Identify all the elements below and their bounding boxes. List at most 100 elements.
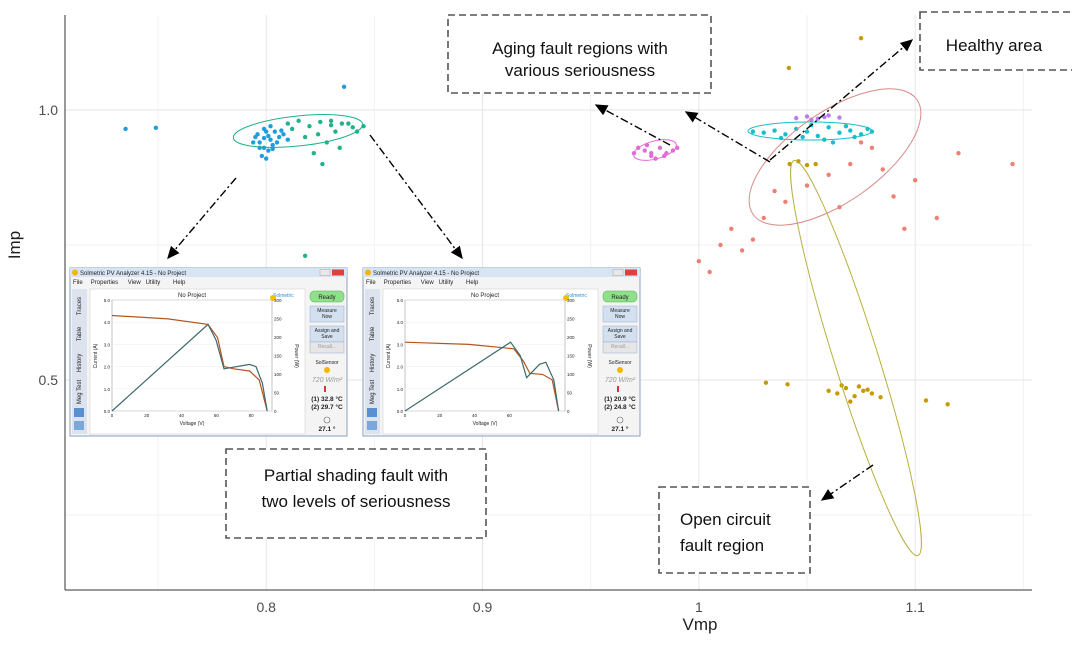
x-tick-label: 20 [437,413,443,418]
tab: Meg Test [77,380,83,405]
annotation: Healthy area [946,36,1043,55]
menu-item: Properties [91,280,118,286]
point [286,138,290,142]
point [762,216,766,220]
point [783,200,787,204]
tab: Table [370,326,376,341]
point [835,391,839,395]
chart: 0.80.911.10.51.0 Aging fault regions wit… [0,0,1072,642]
point [658,146,662,150]
point [264,156,268,160]
point [751,237,755,241]
point [266,148,270,152]
tab: Traces [77,297,83,315]
x-axis-title: Vmp [683,615,718,634]
y2-tick-label: 250 [274,317,282,322]
point [805,114,809,118]
point [318,120,322,124]
point [870,391,874,395]
tab: Traces [370,297,376,315]
point [924,398,928,402]
x-tick-label: 60 [214,413,220,418]
point [826,125,830,129]
point [945,402,949,406]
y2-tick-label: 50 [567,391,573,396]
x-tick-label: 60 [507,413,513,418]
point [848,162,852,166]
point [857,384,861,388]
y2-tick-label: 300 [274,298,282,303]
x-tick-label: 0.9 [473,599,493,615]
point [772,128,776,132]
point [831,140,835,144]
button-label: Save [614,334,626,340]
point [762,130,766,134]
y2-label: Power (W) [586,344,592,368]
menu-item: File [366,280,376,286]
point [154,126,158,130]
menu-item: File [73,280,83,286]
point [826,389,830,393]
y-tick-label: 0.0 [397,409,404,414]
point [861,389,865,393]
point [865,387,869,391]
menu-item: View [421,280,435,286]
point [333,129,337,133]
app-window: Solmetric PV Analyzer 4.15 - No ProjectF… [363,268,640,436]
point [303,254,307,258]
point [255,132,259,136]
y2-tick-label: 150 [274,354,282,359]
point [740,248,744,252]
y-tick-label: 5.0 [104,298,111,303]
point [268,124,272,128]
point [764,380,768,384]
annotation: Partial shading fault with [264,466,448,485]
point [707,270,711,274]
y-tick-label: 4.0 [104,320,111,325]
y-tick-label: 0.0 [104,409,111,414]
annotation: various seriousness [505,61,655,80]
point [266,134,270,138]
point [643,148,647,152]
point [342,85,346,89]
point [816,134,820,138]
close-button [332,270,344,276]
y2-tick-label: 50 [274,391,280,396]
point [290,127,294,131]
point [312,151,316,155]
plot-title: No Project [471,293,499,299]
point [257,146,261,150]
point [268,138,272,142]
menu-item: Help [466,280,479,286]
icon [367,408,377,417]
point [813,162,817,166]
point [307,124,311,128]
point [891,194,895,198]
icon [74,408,84,417]
point [805,163,809,167]
point [303,135,307,139]
point [852,394,856,398]
y-tick-label: 5.0 [397,298,404,303]
temperature: (2) 29.7 °C [311,403,343,411]
point [262,146,266,150]
x-tick-label: 1.1 [905,599,925,615]
menu-item: Properties [384,280,411,286]
app-icon [72,270,78,276]
point [794,116,798,120]
point [286,121,290,125]
point [729,227,733,231]
temperature: (1) 32.8 °C [311,395,343,403]
point [270,143,274,147]
point [329,119,333,123]
y-tick-label: 2.0 [397,365,404,370]
tilt: 27.1 ° [611,425,628,433]
point [751,129,755,133]
y2-tick-label: 300 [567,298,575,303]
point [338,146,342,150]
y-tick-label: 3.0 [104,342,111,347]
point [273,129,277,133]
point [316,132,320,136]
y-tick-label: 1.0 [104,387,111,392]
point [844,124,848,128]
